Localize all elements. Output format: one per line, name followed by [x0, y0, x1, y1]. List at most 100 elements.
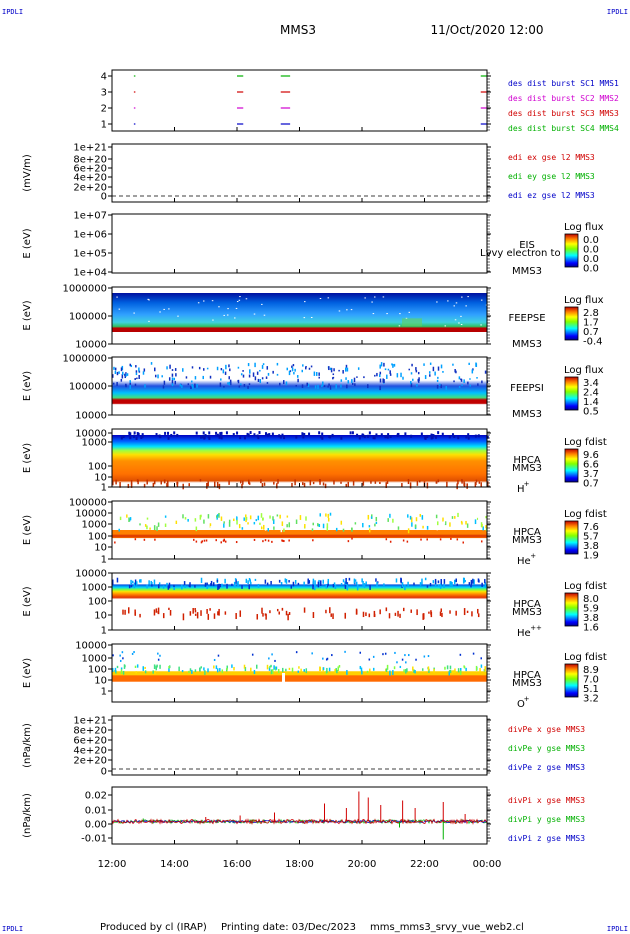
- hpca-he1-pixel: [216, 515, 218, 518]
- hpca-h-top-pixel: [426, 434, 429, 438]
- hpca-he2-top-pixel: [376, 581, 378, 588]
- feepsi-sparse-pixel: [302, 364, 304, 367]
- hpca-he1-pixel: [194, 518, 197, 522]
- hpca-he2-top-pixel: [307, 578, 309, 584]
- feepsi-sparse-pixel: [191, 383, 193, 387]
- hpca-he2-top-pixel: [314, 584, 316, 591]
- hpca-he1-pixel: [457, 512, 459, 518]
- hpca-he2-top-pixel: [434, 578, 437, 585]
- hpca-o-pixel: [120, 669, 123, 675]
- hpca-h-low-pixel: [127, 483, 130, 489]
- colorbar-tick-label: 9.6: [583, 450, 599, 461]
- hpca-h-low-pixel: [263, 482, 266, 486]
- hpca-he1-pixel: [414, 524, 417, 528]
- feepsi-sparse-pixel: [458, 376, 461, 380]
- feepsi-sparse-pixel: [125, 373, 127, 377]
- legend-label: divPe y gse MMS3: [508, 744, 585, 753]
- feepse-gap-pixel: [118, 308, 121, 310]
- hpca-h-top-pixel: [432, 434, 435, 438]
- hpca-o-pixel: [203, 667, 205, 671]
- colorbar-tick-label: 0.0: [583, 235, 599, 246]
- feepsi-sparse-pixel: [129, 380, 131, 384]
- hpca-o-top-pixel: [122, 657, 124, 660]
- hpca-he1-low-pixel: [312, 539, 314, 542]
- panel-frame: [111, 143, 488, 203]
- hpca-o-pixel: [181, 670, 184, 673]
- feepsi-sparse-pixel: [259, 369, 261, 372]
- feepsi-sparse-pixel: [229, 368, 231, 372]
- hpca-o-pixel: [112, 668, 114, 672]
- hpca-h-top-pixel: [253, 433, 256, 437]
- feepse-gap-pixel: [458, 322, 460, 324]
- feepsi-sparse-pixel: [228, 376, 230, 380]
- hpca-h-low-pixel: [385, 482, 387, 489]
- hpca-he2-low-pixel: [373, 613, 376, 617]
- date-time: 11/Oct/2020 12:00: [430, 23, 543, 37]
- hpca-o-pixel: [403, 669, 405, 673]
- hpca-he1-pixel: [442, 517, 444, 522]
- feepsi-sparse-pixel: [301, 369, 304, 373]
- feepsi-sparse-pixel: [408, 368, 411, 371]
- hpca-o-pixel: [291, 667, 294, 673]
- feepsi-sparse-pixel: [129, 363, 131, 367]
- hpca-he2-low-pixel: [194, 608, 196, 611]
- hpca-h-top-pixel: [155, 433, 158, 437]
- hpca-h-low-pixel: [352, 481, 355, 486]
- feepsi-sparse-pixel: [321, 385, 323, 388]
- hpca-he1-pixel: [387, 518, 389, 522]
- hpca-he2-low-pixel: [194, 613, 197, 616]
- feepse-gap-pixel: [465, 305, 467, 307]
- feepsi-sparse-pixel: [296, 375, 299, 378]
- hpca-h-low-pixel: [143, 483, 146, 488]
- hpca-o-pixel: [168, 668, 170, 672]
- hpca-o-top-pixel: [382, 653, 384, 656]
- feepse-gap-pixel: [460, 315, 462, 317]
- colorbar-tick-label: 8.9: [583, 665, 599, 676]
- hpca-h-top-pixel: [361, 433, 364, 437]
- hpca-h-low-pixel: [418, 480, 421, 483]
- hpca-h-top-pixel: [356, 433, 359, 437]
- hpca-o-pixel: [271, 669, 274, 674]
- feepse-gap-pixel: [168, 308, 170, 310]
- hpca-o-pixel: [226, 667, 228, 671]
- feepse-gap-pixel: [338, 310, 341, 312]
- feepsi-sparse-pixel: [436, 379, 439, 382]
- hpca-h-low-pixel: [176, 481, 178, 486]
- hpca-he2-top-pixel: [303, 581, 305, 586]
- hpca-h-low-pixel: [426, 482, 429, 489]
- hpca-he2-top-pixel: [383, 583, 385, 586]
- hpca-o-top-pixel: [384, 652, 387, 655]
- hpca-he1-pixel: [261, 522, 263, 527]
- y-tick-label: 100: [88, 532, 107, 543]
- hpca-he1-pixel: [118, 528, 120, 532]
- y-tick-label: 2e+20: [73, 756, 107, 767]
- hpca-he1-pixel: [187, 518, 189, 522]
- hpca-he1-pixel: [419, 513, 422, 517]
- hpca-he2-top-pixel: [245, 578, 248, 583]
- colorbar-tick-label: 5.7: [583, 532, 599, 543]
- hpca-he1-low-pixel: [406, 540, 409, 543]
- hpca-he1-pixel: [351, 527, 353, 532]
- y-tick-label: 6e+20: [73, 736, 107, 747]
- hpca-o-top-pixel: [331, 654, 333, 657]
- hpca-he1-pixel: [476, 517, 479, 520]
- hpca-he1-low-pixel: [114, 541, 116, 544]
- hpca-he1-pixel: [428, 519, 430, 522]
- hpca-he2-top-pixel: [168, 582, 171, 589]
- feepsi-sparse-pixel: [383, 379, 385, 383]
- feepsi-sparse-pixel: [317, 384, 319, 390]
- colorbar-tick-label: 1.4: [583, 397, 599, 408]
- hpca-he1-pixel: [281, 521, 284, 526]
- feepse-gap-pixel: [372, 313, 375, 315]
- hpca-h-top-pixel: [451, 433, 454, 437]
- hpca-h-top-pixel: [301, 432, 304, 436]
- hpca-o-top-pixel: [415, 658, 417, 661]
- hpca-h-low-pixel: [475, 479, 478, 483]
- hpca-he2-top-pixel: [450, 581, 452, 586]
- feepsi-sparse-pixel: [129, 384, 131, 390]
- colorbar-tick-label: 2.8: [583, 308, 599, 319]
- feepsi-sparse-pixel: [174, 380, 177, 385]
- hpca-o-top-pixel: [396, 661, 398, 664]
- hpca-o-pixel: [414, 670, 416, 674]
- feepsi-sparse-pixel: [135, 372, 138, 376]
